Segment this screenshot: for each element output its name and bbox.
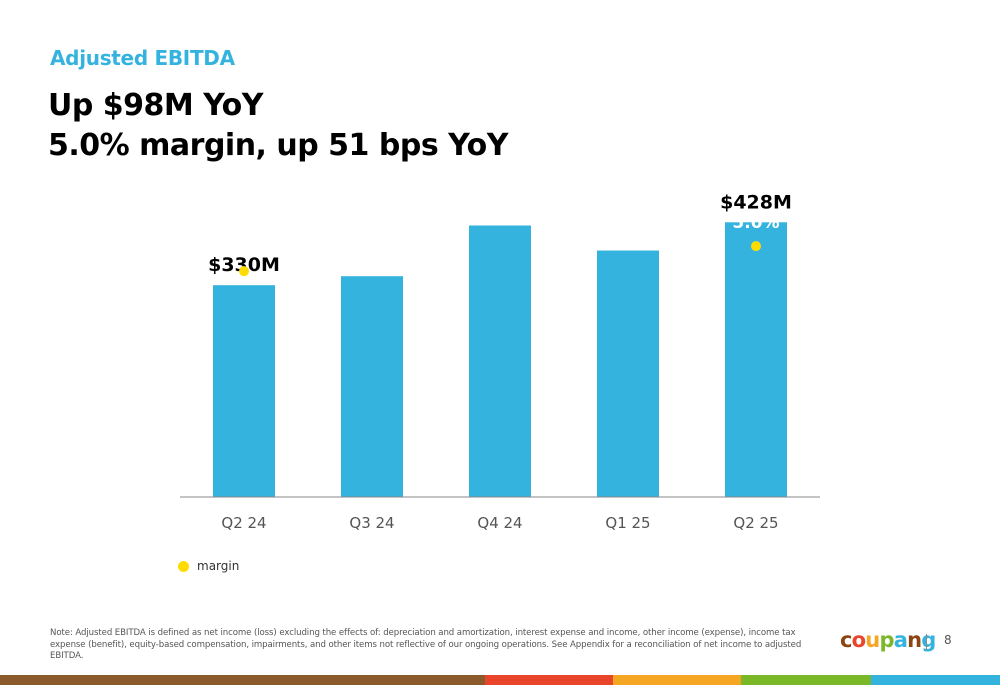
bar-0	[213, 285, 275, 497]
logo-letter: g	[921, 628, 936, 652]
footer-color-segment	[485, 675, 613, 685]
headline: Up $98M YoY 5.0% margin, up 51 bps YoY	[48, 86, 508, 166]
x-tick-label: Q2 25	[733, 514, 778, 532]
logo-letter: o	[851, 628, 866, 652]
footer-color-segment	[741, 675, 871, 685]
bar-4	[725, 222, 787, 497]
margin-label: 4.5%	[220, 238, 267, 258]
bar-value-label: $428M	[720, 191, 792, 213]
bar-3	[597, 250, 659, 497]
footer-color-segment	[613, 675, 741, 685]
logo-letter: u	[865, 628, 880, 652]
footer-color-segment	[0, 675, 485, 685]
footnote: Note: Adjusted EBITDA is defined as net …	[50, 628, 802, 661]
margin-label: 5.0%	[732, 213, 779, 233]
headline-line-2: 5.0% margin, up 51 bps YoY	[48, 128, 508, 163]
logo-letter: a	[893, 628, 908, 652]
legend-margin-label: margin	[197, 559, 240, 573]
legend-margin-dot	[178, 560, 189, 572]
footer-separator	[926, 634, 927, 650]
bar-value-label: $330M	[208, 254, 280, 276]
chart-legend: margin	[178, 559, 239, 573]
footer-color-segment	[871, 675, 1000, 685]
logo-letter: c	[840, 628, 852, 652]
margin-dot	[751, 241, 761, 252]
section-kicker: Adjusted EBITDA	[50, 46, 235, 70]
page-number: 8	[944, 633, 952, 647]
footer-color-bar	[0, 675, 1000, 685]
x-tick-label: Q1 25	[605, 514, 650, 532]
bar-2	[469, 225, 531, 497]
x-tick-label: Q2 24	[221, 514, 266, 532]
x-tick-label: Q3 24	[349, 514, 394, 532]
x-tick-label: Q4 24	[477, 514, 522, 532]
headline-line-1: Up $98M YoY	[48, 88, 264, 123]
margin-dot	[239, 266, 249, 277]
logo-letter: p	[879, 628, 894, 652]
coupang-logo: coupang	[840, 628, 936, 652]
logo-letter: n	[907, 628, 922, 652]
bar-1	[341, 276, 403, 497]
